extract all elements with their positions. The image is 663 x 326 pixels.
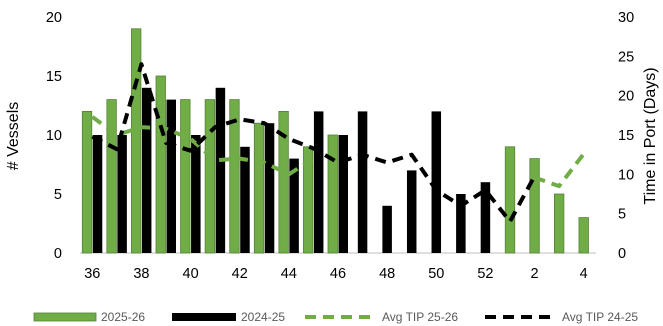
bar-2025-26 bbox=[81, 111, 93, 254]
bar-2025-26 bbox=[303, 146, 314, 254]
legend-swatch-2024-25 bbox=[172, 313, 236, 321]
x-tick-label: 4 bbox=[580, 266, 588, 282]
bar-2024-25 bbox=[191, 135, 201, 253]
bar-2025-26 bbox=[578, 217, 589, 254]
y2-axis-label: Time in Port (Days) bbox=[642, 67, 659, 204]
bar-2024-25 bbox=[406, 170, 417, 253]
bar-2025-26 bbox=[155, 75, 166, 254]
bar-2025-26 bbox=[204, 99, 216, 254]
bar-2025-26 bbox=[131, 28, 142, 254]
y2-tick-label: 10 bbox=[618, 167, 634, 183]
legend-label-avg-tip-24-25: Avg TIP 24-25 bbox=[562, 310, 638, 324]
bar-2024-25 bbox=[117, 135, 127, 253]
y2-tick-label: 25 bbox=[618, 49, 634, 65]
x-tick-label: 46 bbox=[330, 266, 346, 282]
bar-2025-26 bbox=[327, 134, 338, 254]
x-tick-label: 2 bbox=[531, 266, 539, 282]
y-tick-label: 15 bbox=[46, 69, 62, 85]
bar-2024-25 bbox=[141, 87, 152, 253]
legend-item-2024-25: 2024-25 bbox=[172, 310, 285, 324]
bar-2025-26 bbox=[278, 111, 289, 254]
line-avg-tip-25-26 bbox=[91, 115, 586, 189]
y2-tick-label: 15 bbox=[618, 128, 634, 144]
bar-2024-25 bbox=[215, 87, 226, 253]
legend-label-2024-25: 2024-25 bbox=[241, 310, 285, 324]
bar-2024-25 bbox=[289, 158, 299, 253]
x-tick-label: 36 bbox=[84, 266, 100, 282]
bar-2024-25 bbox=[338, 135, 348, 253]
x-tick-label: 52 bbox=[477, 266, 493, 282]
y2-tick-label: 20 bbox=[618, 89, 634, 105]
bar-2025-26 bbox=[529, 158, 540, 254]
y2-tick-label: 5 bbox=[618, 207, 626, 223]
bar-2024-25 bbox=[382, 205, 392, 253]
bar-2025-26 bbox=[180, 99, 191, 254]
y-tick-label: 0 bbox=[54, 246, 62, 262]
bar-2024-25 bbox=[357, 111, 368, 254]
legend-item-2025-26: 2025-26 bbox=[33, 310, 145, 324]
y2-tick-label: 0 bbox=[618, 246, 626, 262]
plot-area: 0 5 10 15 20 0 5 10 15 20 25 30 36 38 40 42 44 46 48 50 52 2 4 bbox=[46, 10, 634, 282]
x-tick-label: 48 bbox=[379, 266, 395, 282]
line-avg-tip-24-25 bbox=[91, 62, 537, 224]
bar-2025-26 bbox=[504, 146, 516, 254]
y-tick-label: 10 bbox=[46, 128, 62, 144]
bar-2025-26 bbox=[253, 122, 265, 254]
x-tick-label: 38 bbox=[133, 266, 149, 282]
legend-item-avg-tip-24-25: Avg TIP 24-25 bbox=[485, 310, 638, 324]
legend-swatch-2025-26 bbox=[33, 312, 97, 322]
bar-2025-26 bbox=[553, 193, 565, 254]
bar-2024-25 bbox=[480, 182, 491, 253]
legend-item-avg-tip-25-26: Avg TIP 25-26 bbox=[305, 310, 458, 324]
bar-2024-25 bbox=[166, 99, 176, 253]
y-tick-label: 5 bbox=[54, 187, 62, 203]
bar-2025-26 bbox=[106, 99, 117, 254]
y-axis-label: # Vessels bbox=[5, 102, 22, 170]
legend: 2025-26 2024-25 Avg TIP 25-26 Avg TIP 24… bbox=[33, 310, 638, 324]
x-tick-label: 40 bbox=[183, 266, 199, 282]
x-tick-label: 42 bbox=[232, 266, 248, 282]
legend-label-2025-26: 2025-26 bbox=[101, 310, 145, 324]
bar-2024-25 bbox=[240, 146, 250, 253]
x-tick-label: 50 bbox=[428, 266, 444, 282]
y-tick-label: 20 bbox=[46, 10, 62, 26]
bar-2024-25 bbox=[313, 111, 324, 254]
bar-2024-25 bbox=[264, 123, 275, 253]
bar-2024-25 bbox=[456, 194, 466, 253]
y2-tick-label: 30 bbox=[618, 10, 634, 26]
bar-2025-26 bbox=[229, 99, 240, 254]
bar-2024-25 bbox=[92, 135, 103, 253]
bar-2024-25 bbox=[431, 111, 442, 254]
legend-label-avg-tip-25-26: Avg TIP 25-26 bbox=[382, 310, 458, 324]
x-tick-label: 44 bbox=[281, 266, 297, 282]
